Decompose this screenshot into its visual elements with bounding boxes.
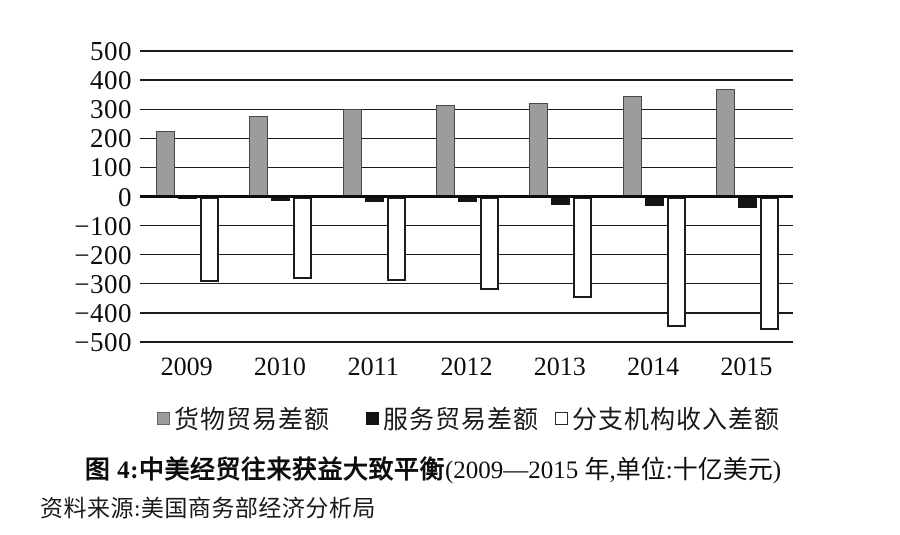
bar-affiliate-income-balance-2010 [293,196,313,280]
bar-affiliate-income-balance-2014 [666,196,686,328]
y-axis-tick-label: −300 [74,268,132,299]
y-axis-tick-label: −500 [74,327,132,357]
x-axis-year-label: 2012 [440,352,493,381]
gridline [140,312,793,314]
bar-services-trade-balance-2010 [271,196,291,201]
bar-services-trade-balance-2013 [551,196,571,205]
x-axis-year-label: 2010 [253,352,306,381]
y-axis-tick-label: −400 [74,297,132,328]
chart-legend: 货物贸易差额 服务贸易差额 分支机构收入差额 [0,402,900,434]
caption-note: (2009—2015 年,单位:十亿美元) [444,457,782,484]
y-axis-tick-label: 500 [90,36,132,66]
bar-services-trade-balance-2011 [364,196,384,203]
legend-label: 服务贸易差额 [383,407,540,434]
gridline [140,50,793,52]
legend-item-affiliate-income-balance: 分支机构收入差额 [555,402,780,434]
gridline [140,283,793,285]
legend-label: 货物贸易差额 [174,407,331,434]
y-axis-tick-label: 200 [90,123,132,154]
source-note: 资料来源:美国商务部经济分析局 [40,496,376,521]
x-axis-year-label: 2014 [627,352,680,381]
bar-services-trade-balance-2015 [737,196,757,209]
bar-affiliate-income-balance-2013 [573,196,593,299]
bar-goods-trade-balance-2013 [529,103,549,197]
bar-goods-trade-balance-2009 [156,131,176,197]
legend-item-services-trade-balance: 服务贸易差额 [366,402,539,434]
bar-goods-trade-balance-2010 [249,116,269,197]
gridline [140,108,793,110]
bar-goods-trade-balance-2015 [715,88,735,197]
y-axis-tick-label: 400 [90,65,132,96]
chart-plot-area [140,50,793,344]
caption-title: 图 4:中美经贸往来获益大致平衡 [84,457,445,484]
x-axis-year-label: 2011 [347,352,399,381]
zero-axis-line [140,195,793,198]
y-axis-tick-label: 300 [90,94,132,125]
bar-services-trade-balance-2014 [644,196,664,207]
gridline [140,166,793,169]
y-axis-tick-label: 0 [118,181,132,212]
legend-swatch-affiliate-income-balance-icon [555,411,568,425]
figure-caption: 图 4:中美经贸往来获益大致平衡(2009—2015 年,单位:十亿美元) [0,450,866,486]
bar-goods-trade-balance-2014 [622,96,642,197]
gridline [140,137,793,139]
legend-swatch-goods-trade-balance-icon [157,411,170,425]
bar-affiliate-income-balance-2011 [386,196,406,281]
legend-swatch-services-trade-balance-icon [366,411,379,425]
x-axis-year-label: 2013 [533,352,586,381]
bar-goods-trade-balance-2012 [436,104,455,197]
legend-item-goods-trade-balance: 货物贸易差额 [157,402,330,434]
y-axis-tick-label: −200 [74,239,132,270]
x-axis-year-label: 2009 [160,352,213,381]
legend-label: 分支机构收入差额 [572,407,781,434]
gridline [140,224,793,227]
gridline [140,79,793,81]
bar-affiliate-income-balance-2009 [200,196,220,283]
y-axis-tick-label: −100 [74,210,132,241]
bar-goods-trade-balance-2011 [342,109,362,197]
gridline [140,341,793,344]
bar-services-trade-balance-2012 [458,196,477,203]
y-axis-tick-label: 100 [90,152,132,183]
gridline [140,254,793,256]
bar-affiliate-income-balance-2015 [759,196,779,331]
x-axis-year-label: 2015 [720,352,773,381]
bar-affiliate-income-balance-2012 [480,196,499,290]
